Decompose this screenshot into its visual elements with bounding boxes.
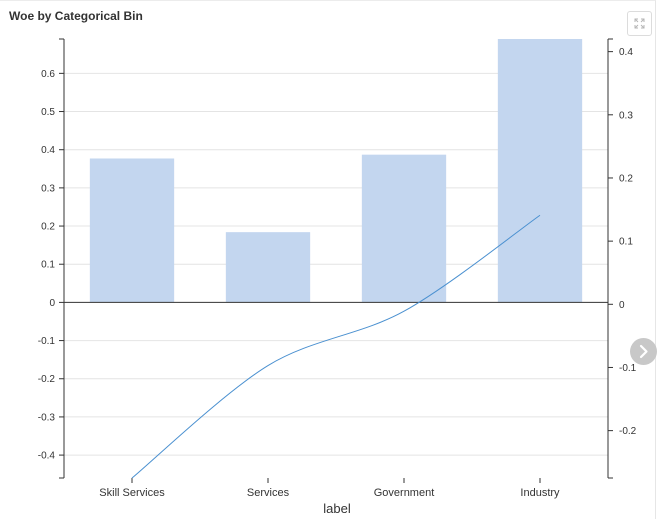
right-tick-label: 0.2	[619, 173, 633, 184]
left-tick-label: 0.3	[41, 183, 55, 194]
left-tick-label: 0.1	[41, 260, 55, 271]
x-tick-label: Industry	[520, 487, 560, 499]
x-tick-label: Government	[374, 487, 435, 499]
chevron-right-icon	[639, 344, 648, 359]
right-tick-label: -0.2	[619, 426, 637, 437]
left-tick-label: -0.2	[38, 374, 56, 385]
bar	[361, 154, 447, 303]
bar	[225, 232, 311, 303]
x-axis-title: label	[323, 501, 351, 516]
left-tick-label: -0.4	[38, 451, 56, 462]
left-tick-label: 0	[49, 298, 55, 309]
line-series	[131, 214, 541, 479]
left-tick-label: -0.3	[38, 412, 56, 423]
right-tick-label: 0	[619, 300, 625, 311]
x-tick-label: Services	[247, 487, 290, 499]
right-tick-label: -0.1	[619, 363, 637, 374]
left-tick-label: -0.1	[38, 336, 56, 347]
tick-labels: -0.4 -0.3 -0.2 -0.1 0 0.1 0.2 0.3 0.4 0.5 0.6 -0.2 -…	[38, 47, 637, 499]
left-tick-label: 0.4	[41, 145, 55, 156]
bar	[497, 39, 583, 303]
left-tick-label: 0.6	[41, 69, 55, 80]
bar-series	[89, 39, 583, 303]
expand-icon	[634, 18, 645, 29]
x-tick-label: Skill Services	[99, 487, 165, 499]
right-tick-label: 0.3	[619, 110, 633, 121]
line-path	[131, 214, 541, 479]
expand-button[interactable]	[627, 11, 652, 36]
next-button[interactable]	[630, 338, 657, 365]
bar	[89, 158, 175, 303]
right-tick-label: 0.4	[619, 47, 633, 58]
left-tick-label: 0.2	[41, 222, 55, 233]
right-tick-label: 0.1	[619, 237, 633, 248]
chart-title: Woe by Categorical Bin	[9, 9, 143, 23]
axes	[59, 38, 613, 483]
left-tick-label: 0.5	[41, 107, 55, 118]
